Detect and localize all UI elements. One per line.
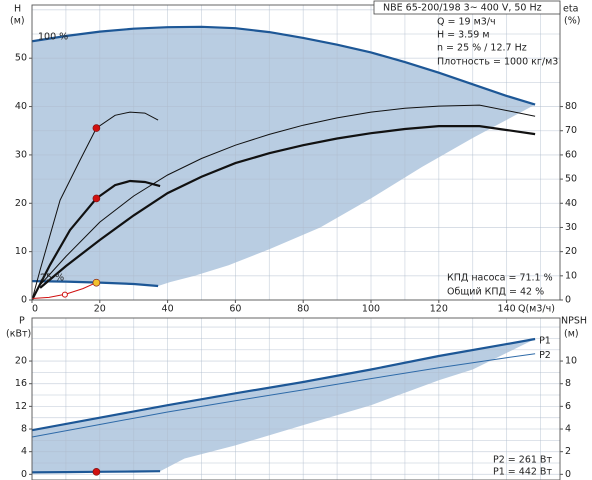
curve-label: 100 %: [38, 32, 68, 43]
curve-name: P1: [539, 335, 551, 346]
info-line: n = 25 % / 12.7 Hz: [437, 43, 527, 54]
x-tick-label: 0: [32, 304, 38, 315]
curve: [32, 353, 536, 438]
y2-tick-label: 50: [565, 174, 577, 185]
curve: [32, 25, 536, 106]
x-axis-label: Q(м3/ч): [518, 304, 555, 315]
y2-axis-label: NPSH: [561, 316, 587, 327]
x-tick-label: 120: [430, 304, 448, 315]
y2-tick-label: 30: [565, 222, 577, 233]
plot: P1 P2 0 4 8 12 16 20 0 2 4 6 8 10: [15, 317, 577, 480]
y-tick-label: 40: [15, 101, 27, 112]
power-note: P1 = 442 Вт: [493, 467, 552, 478]
x-tick-label: 140: [498, 304, 516, 315]
marker: [61, 291, 68, 298]
y-axis-label: P: [19, 316, 25, 327]
y2-tick-label: 40: [565, 198, 577, 209]
plot-frame: [31, 4, 561, 301]
y2-tick-label: 2: [565, 446, 571, 457]
info-line: Плотность = 1000 кг/м3: [437, 57, 558, 68]
x-tick-label: 100: [362, 304, 380, 315]
plot: 0 10 20 30 40 50 0 10 20 30 40 50 60 70 80 0 20 40 60 80 100…: [15, 4, 577, 315]
plot-frame: [31, 317, 561, 480]
marker: [92, 194, 101, 203]
y-tick-label: 4: [21, 446, 27, 457]
y-tick-label: 0: [21, 295, 27, 306]
y2-axis-unit: (%): [564, 16, 580, 27]
plot-area: [32, 5, 560, 300]
efficiency-note: Общий КПД = 42 %: [447, 287, 544, 298]
curve: [32, 337, 536, 432]
efficiency-note: КПД насоса = 71.1 %: [447, 273, 553, 284]
power-note: P2 = 261 Вт: [493, 455, 552, 466]
y2-tick-label: 6: [565, 401, 571, 412]
y2-axis-label: eta: [563, 4, 578, 15]
y-axis-unit: (м): [10, 16, 25, 27]
curve-name: P2: [539, 350, 551, 361]
labels: NBE 65-200/198 3~ 400 V, 50 Hz Q = 19 м3…: [6, 0, 587, 478]
x-tick-label: 80: [297, 304, 309, 315]
y2-tick-label: 0: [565, 295, 571, 306]
info-line: Q = 19 м3/ч: [437, 17, 496, 28]
chart-title: NBE 65-200/198 3~ 400 V, 50 Hz: [383, 3, 542, 14]
y-axis-label: H: [14, 4, 21, 15]
marker: [92, 124, 101, 132]
y-axis-unit: (кВт): [6, 329, 31, 340]
curve: [39, 104, 536, 286]
y-tick-label: 8: [21, 424, 27, 435]
y-tick-label: 10: [15, 246, 27, 257]
curve: [39, 125, 536, 289]
y-tick-label: 0: [21, 469, 27, 480]
y-tick-label: 12: [15, 401, 27, 412]
operating-area: [32, 26, 536, 287]
y2-tick-label: 10: [565, 270, 577, 281]
y2-tick-label: 20: [565, 246, 577, 257]
y2-tick-label: 60: [565, 149, 577, 160]
y2-tick-label: 10: [565, 356, 577, 367]
y2-tick-label: 0: [565, 469, 571, 480]
title-box: [373, 0, 561, 15]
x-tick-label: 20: [94, 304, 106, 315]
marker: [92, 278, 101, 287]
x-tick-label: 40: [162, 304, 174, 315]
y-tick-label: 20: [15, 356, 27, 367]
y2-tick-label: 8: [565, 378, 571, 389]
y-tick-label: 30: [15, 149, 27, 160]
y-tick-label: 50: [15, 53, 27, 64]
curve-label: 25 %: [40, 273, 64, 284]
y2-tick-label: 80: [565, 101, 577, 112]
curve: [32, 179, 161, 300]
y2-axis-unit: (м): [564, 329, 579, 340]
y2-tick-label: 4: [565, 424, 571, 435]
y-tick-label: 16: [15, 378, 27, 389]
x-tick-label: 60: [229, 304, 241, 315]
plot-area: [32, 318, 560, 480]
y-tick-label: 20: [15, 198, 27, 209]
y2-tick-label: 70: [565, 125, 577, 136]
info-line: H = 3.59 м: [437, 30, 489, 41]
marker: [92, 468, 101, 476]
